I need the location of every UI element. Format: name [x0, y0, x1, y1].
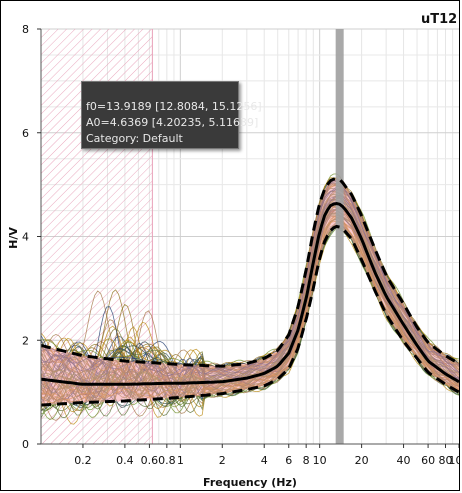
x-tick-label: 2: [219, 454, 226, 467]
x-axis-label: Frequency (Hz): [203, 476, 297, 489]
x-tick-label: 10: [313, 454, 327, 467]
peak-marker: [335, 29, 344, 444]
std-band: [41, 178, 459, 406]
y-axis-label: H/V: [7, 227, 20, 249]
mean-curve: [41, 201, 459, 386]
y-tick-label: 8: [22, 23, 29, 36]
y-tick-label: 4: [22, 231, 29, 244]
std-band-fill: [41, 178, 459, 406]
x-tick-label: 6: [285, 454, 292, 467]
axes: 0.20.40.60.812468102040608010002468: [22, 23, 461, 467]
x-tick-label: 20: [355, 454, 369, 467]
x-tick-label: 0.4: [116, 454, 134, 467]
x-tick-label: 8: [303, 454, 310, 467]
upper-std-curve: [41, 177, 459, 368]
x-tick-label: 0.2: [74, 454, 92, 467]
lower-std-curve: [41, 224, 459, 407]
x-tick-label: 4: [261, 454, 268, 467]
x-tick-label: 1: [177, 454, 184, 467]
x-tick-label: 100: [449, 454, 461, 467]
tooltip-category: Category: Default: [86, 132, 183, 145]
tooltip-a0: A0=4.6369 [4.20235, 5.11639]: [86, 116, 259, 129]
mean-curves: [41, 177, 459, 407]
y-tick-label: 2: [22, 334, 29, 347]
y-tick-label: 0: [22, 438, 29, 451]
x-tick-label: 0.8: [158, 454, 176, 467]
x-tick-label: 60: [421, 454, 435, 467]
x-tick-label: 40: [397, 454, 411, 467]
tooltip-f0: f0=13.9189 [12.8084, 15.1256]: [86, 100, 262, 113]
y-tick-label: 6: [22, 127, 29, 140]
x-tick-label: 80: [438, 454, 452, 467]
peak-frequency-bar: [335, 29, 344, 444]
peak-tooltip: f0=13.9189 [12.8084, 15.1256] A0=4.6369 …: [81, 81, 262, 149]
x-tick-label: 0.6: [141, 454, 159, 467]
chart-title: uT12: [421, 12, 457, 27]
